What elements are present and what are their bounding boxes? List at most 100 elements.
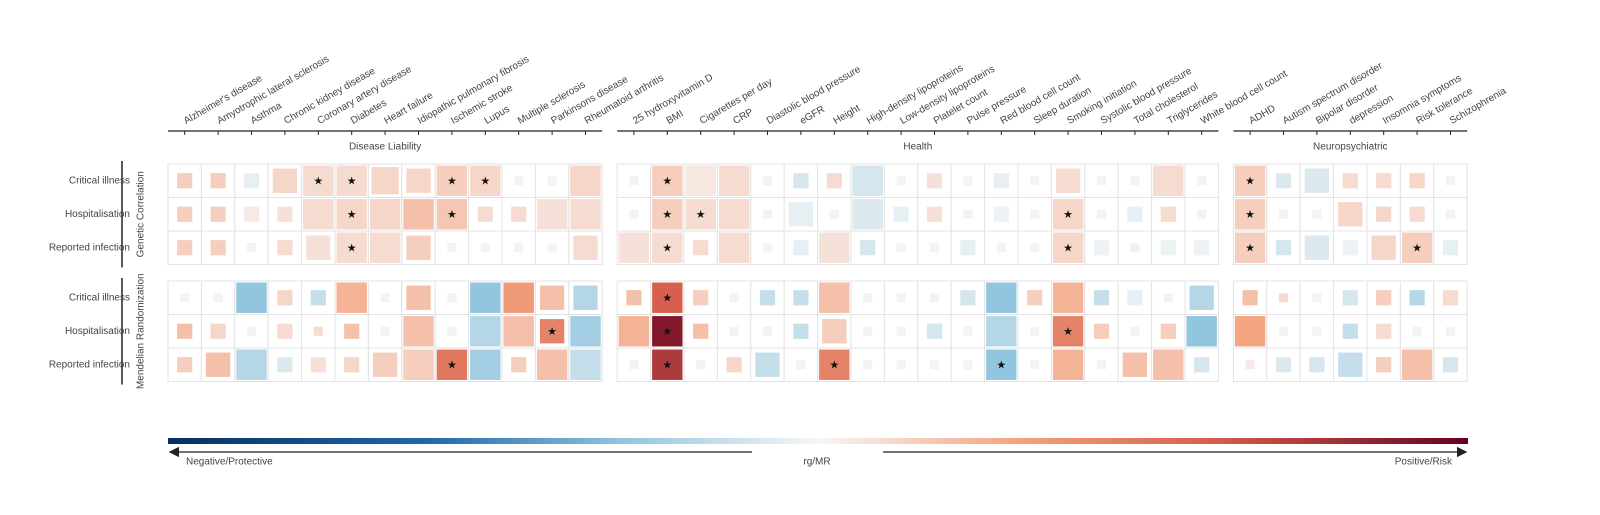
- cell-square: [236, 282, 267, 313]
- cell-square: [963, 360, 973, 370]
- cell-square: [929, 243, 940, 253]
- cell-square: [996, 243, 1006, 253]
- cell-square: [1052, 282, 1084, 313]
- cell-square: [1163, 293, 1173, 303]
- cell-square: [893, 206, 909, 222]
- cell-square: [177, 206, 193, 222]
- cell-square: [277, 357, 293, 373]
- cell-square: [1312, 326, 1322, 336]
- cell-square: [1127, 206, 1143, 222]
- significance-star: ★: [1245, 209, 1255, 221]
- cell-square: [863, 360, 873, 370]
- cell-square: [1130, 243, 1140, 253]
- cell-border: [1017, 230, 1052, 265]
- row-label: Critical illness: [69, 175, 130, 186]
- significance-star: ★: [696, 209, 706, 221]
- cell-square: [993, 206, 1009, 222]
- cell-square: [1275, 357, 1292, 373]
- cell-square: [210, 323, 226, 339]
- cell-square: [1376, 357, 1392, 373]
- cell-square: [822, 319, 847, 344]
- cell-square: [1153, 165, 1184, 196]
- cell-square: [570, 199, 601, 230]
- group-label: Disease Liability: [349, 142, 421, 153]
- cell-square: [1409, 290, 1425, 306]
- cell-square: [896, 176, 906, 186]
- cell-square: [1338, 202, 1363, 227]
- cell-square: [759, 290, 776, 306]
- cell-square: [213, 293, 223, 303]
- cell-square: [236, 349, 267, 380]
- significance-star: ★: [447, 360, 457, 372]
- significance-star: ★: [480, 176, 490, 188]
- significance-star: ★: [347, 243, 357, 255]
- cell-square: [896, 326, 906, 336]
- cell-square: [1030, 209, 1040, 219]
- cell-square: [1275, 173, 1292, 189]
- cell-square: [177, 240, 193, 256]
- cell-square: [177, 323, 193, 339]
- cell-square: [1189, 285, 1214, 310]
- significance-star: ★: [662, 293, 672, 305]
- cell-square: [336, 232, 367, 263]
- cell-square: [963, 326, 973, 336]
- cell-square: [303, 165, 334, 196]
- cell-square: [310, 357, 326, 373]
- cell-square: [514, 176, 524, 186]
- cell-square: [1055, 168, 1081, 193]
- cell-square: [1186, 316, 1217, 347]
- cell-square: [926, 323, 943, 339]
- cell-square: [306, 235, 331, 260]
- cell-square: [1127, 290, 1143, 306]
- cell-square: [729, 293, 739, 303]
- cell-square: [503, 282, 534, 313]
- cell-square: [1412, 326, 1422, 336]
- cell-square: [1027, 290, 1043, 306]
- cell-square: [693, 323, 709, 339]
- cell-square: [1309, 357, 1325, 373]
- significance-star: ★: [662, 243, 672, 255]
- cell-square: [511, 206, 527, 222]
- cell-square: [205, 352, 231, 377]
- row-label: Hospitalisation: [65, 209, 130, 220]
- cell-square: [1093, 240, 1110, 256]
- cell-square: [1442, 240, 1459, 256]
- cell-square: [536, 349, 568, 380]
- cell-square: [1442, 357, 1459, 373]
- significance-star: ★: [829, 360, 839, 372]
- cell-square: [1342, 323, 1358, 339]
- cell-square: [652, 349, 683, 380]
- significance-star: ★: [447, 209, 457, 221]
- cell-border: [501, 347, 536, 382]
- row-label: Reported infection: [49, 359, 130, 370]
- row-label: Critical illness: [69, 292, 130, 303]
- cell-square: [344, 323, 360, 339]
- cell-square: [1245, 360, 1255, 370]
- cell-square: [480, 243, 490, 253]
- significance-star: ★: [447, 176, 457, 188]
- cell-square: [618, 232, 650, 263]
- cell-square: [929, 293, 940, 303]
- cell-square: [406, 285, 431, 310]
- cell-square: [652, 165, 683, 196]
- cell-square: [1160, 323, 1176, 339]
- cell-square: [693, 290, 709, 306]
- cell-square: [993, 173, 1009, 189]
- cell-square: [403, 349, 434, 380]
- cell-square: [371, 167, 399, 195]
- cell-square: [718, 199, 750, 230]
- cell-square: [1096, 176, 1107, 186]
- cell-square: [788, 202, 814, 227]
- colorbar: [168, 438, 1468, 444]
- significance-star: ★: [313, 176, 323, 188]
- cell-square: [696, 360, 706, 370]
- cell-square: [1160, 240, 1176, 256]
- cell-square: [570, 316, 601, 347]
- cell-square: [1376, 173, 1392, 189]
- cell-square: [793, 323, 809, 339]
- significance-star: ★: [662, 326, 672, 338]
- cell-square: [1197, 176, 1207, 186]
- cell-square: [1130, 326, 1140, 336]
- cell-square: [793, 290, 809, 306]
- cell-square: [514, 243, 524, 253]
